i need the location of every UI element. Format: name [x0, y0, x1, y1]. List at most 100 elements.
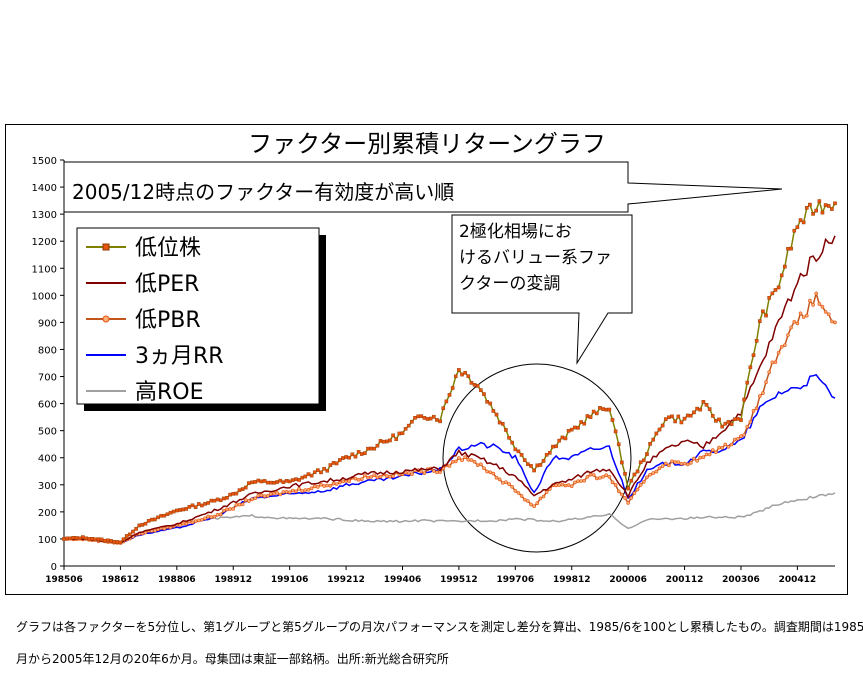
series-marker-0 [281, 480, 286, 484]
chart-subtitle: 2005/12時点のファクター有効度が高い順 [72, 180, 454, 204]
series-marker-0 [491, 409, 496, 413]
chart-title: ファクター別累積リターングラフ [248, 130, 606, 158]
series-marker-0 [272, 481, 276, 485]
series-marker-2 [616, 489, 621, 494]
x-tick-label: 200112 [666, 575, 704, 585]
series-marker-0 [84, 536, 88, 541]
y-tick-label: 1200 [32, 237, 57, 248]
annotation-text: クターの変調 [459, 274, 560, 294]
series-marker-2 [206, 514, 210, 519]
series-marker-0 [670, 414, 674, 419]
series-marker-2 [623, 496, 627, 500]
series-marker-0 [428, 416, 433, 421]
y-tick-label: 600 [38, 400, 57, 411]
series-marker-2 [607, 475, 612, 479]
series-marker-0 [81, 535, 85, 539]
legend-label-1: 低PER [135, 272, 199, 297]
series-marker-2 [212, 514, 217, 519]
series-marker-0 [726, 420, 731, 424]
x-tick-label: 199706 [497, 575, 535, 585]
series-marker-2 [569, 484, 574, 489]
series-marker-2 [591, 473, 596, 477]
series-marker-0 [557, 438, 561, 443]
series-marker-0 [413, 415, 417, 420]
series-marker-2 [225, 507, 229, 512]
series-marker-0 [93, 537, 98, 542]
x-tick-label: 199212 [327, 575, 365, 585]
series-marker-0 [472, 383, 477, 387]
series-marker-0 [212, 498, 217, 503]
series-marker-0 [798, 218, 803, 222]
series-marker-0 [732, 417, 737, 422]
series-marker-0 [369, 446, 373, 451]
series-marker-2 [338, 480, 342, 485]
series-marker-0 [500, 422, 505, 426]
series-marker-0 [153, 517, 157, 522]
series-marker-2 [826, 312, 831, 317]
series-marker-2 [704, 452, 709, 457]
series-marker-2 [598, 476, 602, 480]
x-tick-label: 199406 [384, 575, 422, 585]
series-marker-2 [526, 499, 530, 503]
series-marker-0 [761, 309, 765, 314]
series-marker-0 [604, 407, 609, 412]
series-marker-0 [817, 199, 822, 203]
y-tick-label: 1400 [32, 183, 57, 194]
series-marker-0 [137, 523, 142, 528]
series-marker-0 [507, 436, 511, 440]
series-marker-2 [275, 491, 279, 495]
series-marker-0 [425, 417, 430, 421]
series-marker-0 [444, 399, 449, 404]
series-marker-2 [595, 476, 599, 481]
series-marker-0 [453, 374, 458, 379]
series-marker-0 [739, 418, 743, 422]
series-marker-2 [460, 458, 464, 463]
series-marker-0 [341, 456, 345, 460]
series-marker-0 [168, 510, 173, 515]
series-marker-0 [497, 420, 502, 425]
series-marker-2 [833, 320, 837, 325]
series-marker-2 [372, 473, 377, 477]
series-marker-2 [695, 459, 699, 463]
x-tick-label: 200006 [609, 575, 647, 585]
series-line-1 [63, 235, 836, 544]
series-marker-2 [341, 479, 345, 484]
legend-label-4: 高ROE [135, 380, 204, 405]
series-marker-0 [635, 469, 640, 474]
y-tick-label: 400 [38, 454, 57, 465]
series-marker-2 [610, 480, 615, 485]
series-marker-0 [469, 381, 474, 385]
series-marker-2 [475, 463, 480, 467]
x-tick-label: 200412 [779, 575, 817, 585]
series-marker-2 [817, 302, 822, 306]
series-marker-0 [563, 436, 568, 441]
y-tick-label: 800 [38, 345, 57, 356]
series-marker-2 [193, 519, 198, 523]
series-marker-0 [372, 446, 377, 451]
series-marker-0 [582, 421, 587, 426]
series-marker-2 [667, 463, 671, 468]
series-marker-2 [786, 333, 790, 337]
series-marker-0 [710, 414, 715, 418]
series-marker-0 [115, 540, 120, 544]
series-line-4 [63, 492, 836, 543]
series-marker-2 [538, 496, 543, 501]
series-marker-2 [745, 425, 750, 429]
series-marker-2 [764, 380, 768, 384]
series-marker-0 [128, 532, 132, 537]
series-marker-2 [544, 490, 549, 494]
series-marker-2 [312, 484, 317, 489]
series-marker-0 [729, 422, 734, 427]
series-marker-0 [222, 496, 226, 501]
series-marker-0 [112, 540, 116, 544]
series-marker-0 [616, 442, 621, 447]
series-marker-0 [328, 463, 333, 467]
series-marker-2 [250, 497, 254, 502]
subtitle-callout-box [63, 161, 783, 213]
series-marker-0 [338, 458, 342, 462]
series-marker-0 [344, 455, 348, 459]
series-marker-0 [262, 479, 267, 483]
series-marker-0 [479, 388, 483, 392]
series-marker-2 [804, 313, 809, 318]
series-marker-2 [447, 464, 452, 468]
